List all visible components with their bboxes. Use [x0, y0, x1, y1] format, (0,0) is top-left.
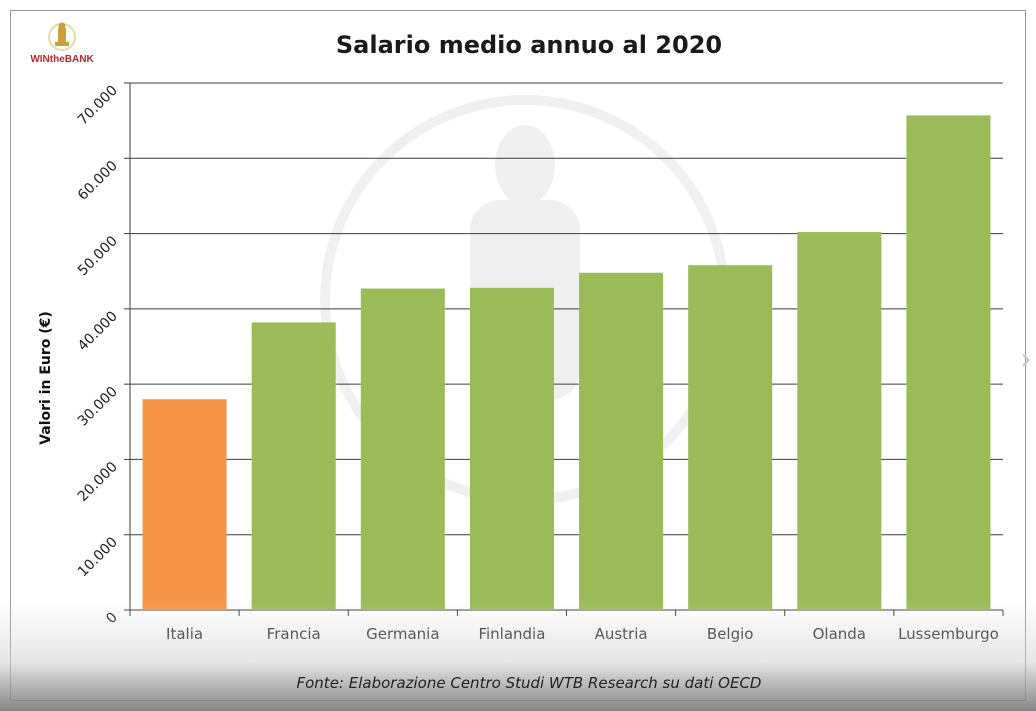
bar-olanda [797, 232, 882, 610]
logo-wordmark: WINtheBANK [30, 54, 94, 65]
bar-belgio [688, 265, 773, 610]
trophy-icon [48, 22, 76, 51]
logo-word-3: BANK [65, 54, 95, 65]
logo-word-2: the [50, 54, 65, 65]
bar-lussemburgo [906, 115, 991, 610]
bars [142, 115, 991, 610]
y-axis-label: Valori in Euro (€) [38, 311, 54, 445]
chart-title: Salario medio annuo al 2020 [336, 31, 722, 59]
bar-germania [360, 288, 445, 610]
logo-word-1: WIN [30, 54, 49, 65]
source-note: Fonte: Elaborazione Centro Studi WTB Res… [297, 674, 762, 692]
brand-logo: WINtheBANK [30, 22, 94, 65]
bar-italia [142, 399, 227, 610]
bar-francia [251, 322, 336, 610]
bar-austria [579, 272, 664, 610]
chevron-right-icon[interactable]: › [1020, 342, 1032, 377]
bar-finlandia [469, 287, 554, 610]
